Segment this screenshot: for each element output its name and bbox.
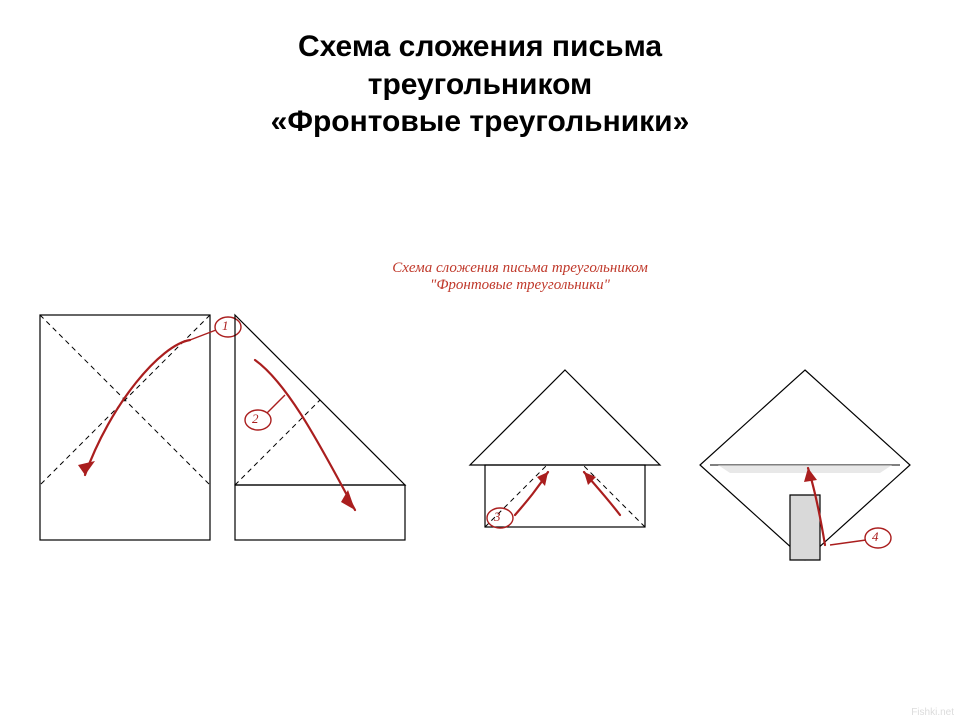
crease-shadow (718, 465, 892, 473)
main-title: Схема сложения письма треугольником «Фро… (0, 28, 960, 141)
arrow-head-icon (78, 461, 95, 475)
fold-line (583, 465, 645, 527)
step-label-leader (267, 395, 285, 413)
title-line-1: Схема сложения письма (0, 28, 960, 66)
fold-line (235, 400, 320, 485)
tuck-tab (790, 495, 820, 560)
title-line-3: «Фронтовые треугольники» (0, 103, 960, 141)
watermark-text: Fishki.net (911, 707, 954, 718)
step-1-number: 1 (222, 318, 229, 334)
sub-header: Схема сложения письма треугольником "Фро… (330, 260, 710, 294)
sub-header-line-1: Схема сложения письма треугольником (330, 260, 710, 277)
step-3-diagram (470, 370, 700, 570)
step-3-number: 3 (494, 509, 501, 525)
roof-outline (470, 370, 660, 465)
step-label-leader (830, 540, 866, 545)
fold-arrow (255, 360, 355, 510)
sheet-outline (40, 315, 210, 540)
sub-header-line-2: "Фронтовые треугольники" (330, 277, 710, 294)
arrow-head-icon (341, 490, 355, 510)
title-line-2: треугольником (0, 66, 960, 104)
fold-arrow (85, 340, 190, 475)
strip-outline (235, 485, 405, 540)
step-1-diagram (40, 315, 250, 560)
step-2-number: 2 (252, 411, 259, 427)
page-root: { "title": { "line1": "Схема сложения пи… (0, 0, 960, 720)
step-4-number: 4 (872, 529, 879, 545)
body-outline (485, 465, 645, 527)
step-4-diagram (700, 370, 950, 580)
step-2-diagram (235, 315, 465, 560)
step-label-leader (190, 330, 216, 340)
